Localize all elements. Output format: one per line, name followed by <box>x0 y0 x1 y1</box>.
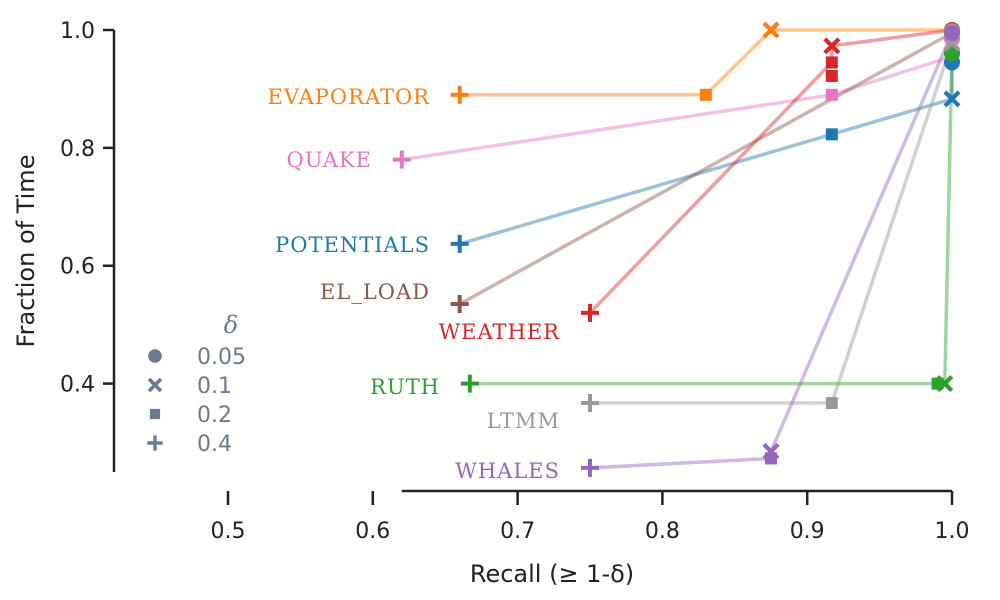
label-el-load: EL_LOAD <box>320 280 430 304</box>
label-ruth: RUTH <box>370 375 440 399</box>
line-evaporator <box>459 28 952 97</box>
marker-ruth-0.1 <box>936 375 954 393</box>
marker-whales-0.05 <box>944 24 960 41</box>
label-ltmm: LTMM <box>487 409 560 433</box>
line-el-load <box>458 31 953 306</box>
marker-whales-0.4 <box>581 458 599 477</box>
marker-evaporator-0.1 <box>762 21 780 39</box>
marker-quake-0.4 <box>392 150 411 169</box>
legend-marker-square <box>149 408 161 420</box>
marker-ltmm-0.2 <box>825 397 838 410</box>
series-lines <box>401 28 954 470</box>
legend-label: 0.4 <box>197 432 232 457</box>
x-tick-label: 0.8 <box>645 519 680 544</box>
marker-weather-0.1 <box>823 37 841 55</box>
marker-weather-0.2-extra <box>825 69 838 82</box>
x-tick-label: 0.6 <box>355 519 390 544</box>
label-weather: WEATHER <box>439 320 561 344</box>
label-whales: WHALES <box>455 459 560 483</box>
x-tick-label: 0.5 <box>211 519 246 544</box>
marker-potentials-0.2 <box>825 128 838 141</box>
marker-potentials-0.4 <box>450 234 469 253</box>
line-quake <box>401 38 954 162</box>
series-labels: EVAPORATOR QUAKE POTENTIALS EL_LOAD WEATHER R… <box>268 85 561 483</box>
marker-quake-0.2 <box>825 88 838 101</box>
legend-label: 0.1 <box>197 374 232 399</box>
axes: 0.4 0.6 0.8 1.0 Fraction of Time 0.5 0.6 0.7 0.8… <box>12 19 970 588</box>
legend-label: 0.05 <box>197 345 246 370</box>
marker-weather-0.4 <box>581 303 599 322</box>
label-quake: QUAKE <box>287 148 372 172</box>
legend-title: δ <box>224 311 238 339</box>
y-tick-label: 0.6 <box>60 255 95 280</box>
y-tick-label: 0.8 <box>60 137 95 162</box>
line-ltmm <box>590 31 954 405</box>
marker-ruth-0.4 <box>460 374 479 393</box>
marker-weather-0.2 <box>825 56 838 69</box>
x-axis-title: Recall (≥ 1-δ) <box>470 560 634 588</box>
legend-label: 0.2 <box>197 403 232 428</box>
label-potentials: POTENTIALS <box>275 233 430 257</box>
y-tick-label: 1.0 <box>60 19 95 44</box>
marker-evaporator-0.4 <box>450 85 469 104</box>
marker-whales-0.1 <box>762 442 780 460</box>
legend: δ 0.05 0.1 0.2 0.4 <box>147 311 246 457</box>
x-tick-label: 0.7 <box>500 519 535 544</box>
y-axis-title: Fraction of Time <box>12 155 40 348</box>
x-tick-label: 1.0 <box>935 519 970 544</box>
legend-marker-circle <box>148 349 162 363</box>
x-tick-label: 0.9 <box>790 519 825 544</box>
legend-marker-x <box>147 377 163 393</box>
y-tick-label: 0.4 <box>60 373 95 398</box>
label-evaporator: EVAPORATOR <box>268 85 431 109</box>
marker-evaporator-0.2 <box>699 88 712 101</box>
marker-ltmm-0.4 <box>581 394 599 413</box>
marker-el-load-0.4 <box>450 295 469 314</box>
series-markers <box>392 21 961 477</box>
legend-marker-plus <box>147 435 163 451</box>
line-weather <box>588 28 953 315</box>
marker-potentials-0.1 <box>943 90 961 108</box>
line-potentials <box>459 62 954 246</box>
